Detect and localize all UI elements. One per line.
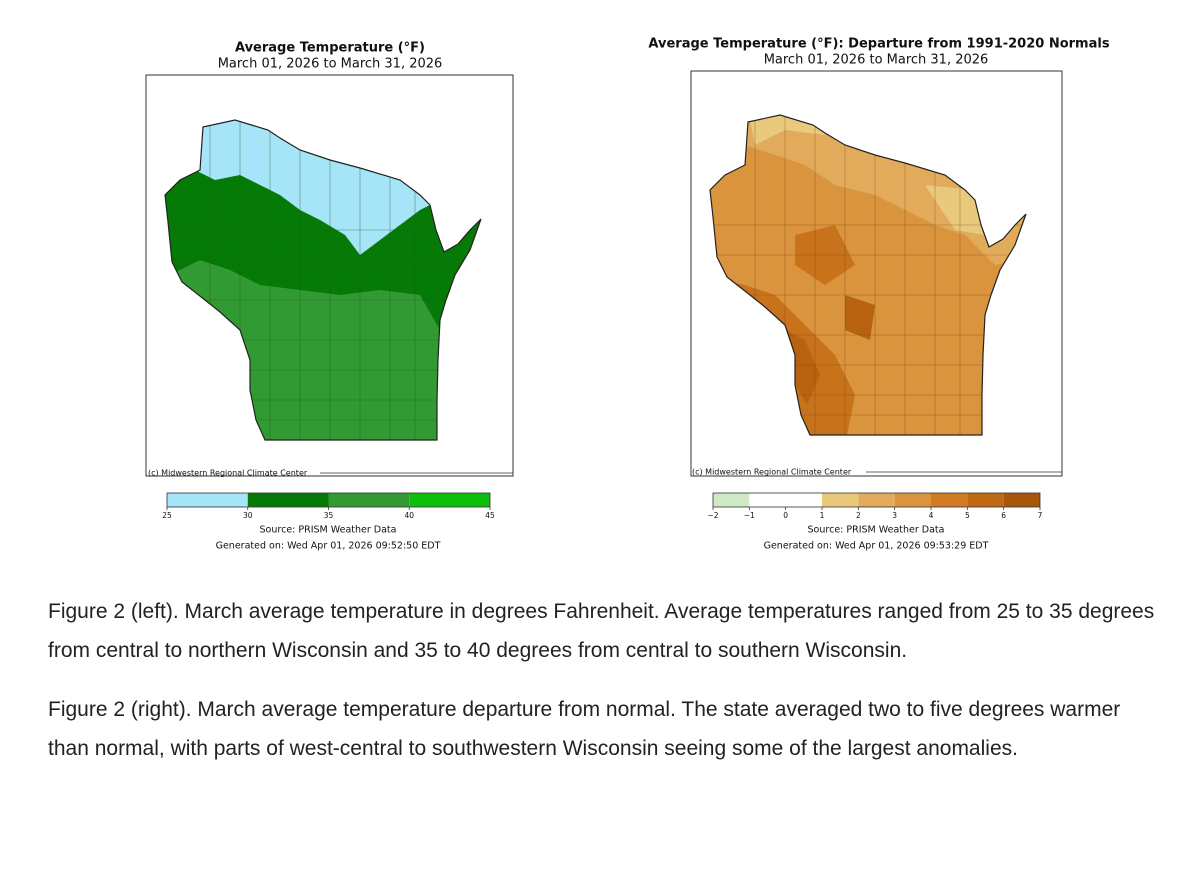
- maps: Average Temperature (°F) March 01, 2026 …: [145, 37, 1110, 552]
- right-figure: Average Temperature (°F): Departure from…: [648, 37, 1109, 552]
- colorbar-bin: [1003, 493, 1040, 507]
- colorbar-tick-label: 7: [1038, 511, 1043, 520]
- map-source: Source: PRISM Weather Data: [260, 525, 397, 536]
- map-frame: [145, 74, 514, 477]
- colorbar-tick-label: 4: [929, 511, 934, 520]
- map-credit: (c) Midwestern Regional Climate Center: [692, 468, 852, 477]
- map-subtitle: March 01, 2026 to March 31, 2026: [218, 57, 443, 72]
- caption: Figure 2 (right). March average temperat…: [48, 698, 1121, 760]
- colorbar-tick-label: 2: [856, 511, 861, 520]
- colorbar-frame: [712, 492, 1041, 508]
- colorbar-tick-label: 3: [892, 511, 897, 520]
- colorbar: −2 −1 0 1 2 3 4 5 6 7: [707, 492, 1043, 520]
- map-frame: [690, 70, 1063, 477]
- colorbar-bin: [328, 493, 410, 507]
- colorbar-tick-label: 0: [783, 511, 788, 520]
- colorbar-bin: [749, 493, 786, 507]
- map-subtitle: March 01, 2026 to March 31, 2026: [764, 53, 989, 68]
- left-figure: Average Temperature (°F) March 01, 2026 …: [145, 41, 514, 552]
- colorbar-bin: [167, 493, 248, 507]
- colorbar-tick-label: 6: [1001, 511, 1006, 520]
- colorbar-bin: [894, 493, 931, 507]
- colorbar-bin: [967, 493, 1004, 507]
- map-credit: (c) Midwestern Regional Climate Center: [148, 469, 308, 478]
- map-generated: Generated on: Wed Apr 01, 2026 09:52:50 …: [216, 541, 441, 552]
- colorbar-tick-label: 35: [324, 511, 334, 520]
- colorbar-tick-label: 30: [243, 511, 253, 520]
- colorbar-bin: [822, 493, 859, 507]
- caption: Figure 2 (left). March average temperatu…: [48, 600, 1155, 662]
- colorbar-bin: [247, 493, 329, 507]
- colorbar-tick-label: −1: [744, 511, 755, 520]
- colorbar-bin: [713, 493, 750, 507]
- colorbar-tick-label: 5: [965, 511, 970, 520]
- map-source: Source: PRISM Weather Data: [808, 525, 945, 536]
- colorbar-tick-label: 1: [820, 511, 825, 520]
- colorbar-tick-label: 25: [162, 511, 172, 520]
- colorbar-bin: [931, 493, 968, 507]
- map-title: Average Temperature (°F): Departure from…: [648, 37, 1109, 52]
- colorbar: 25 30 35 40 45: [162, 492, 495, 520]
- captions: Figure 2 (left). March average temperatu…: [48, 592, 1163, 788]
- colorbar-tick-label: 45: [485, 511, 495, 520]
- colorbar-bin: [409, 493, 490, 507]
- map-title: Average Temperature (°F): [235, 41, 425, 56]
- colorbar-tick-label: −2: [707, 511, 718, 520]
- colorbar-bin: [785, 493, 822, 507]
- colorbar-tick-label: 40: [404, 511, 414, 520]
- map-generated: Generated on: Wed Apr 01, 2026 09:53:29 …: [764, 541, 989, 552]
- colorbar-bin: [858, 493, 895, 507]
